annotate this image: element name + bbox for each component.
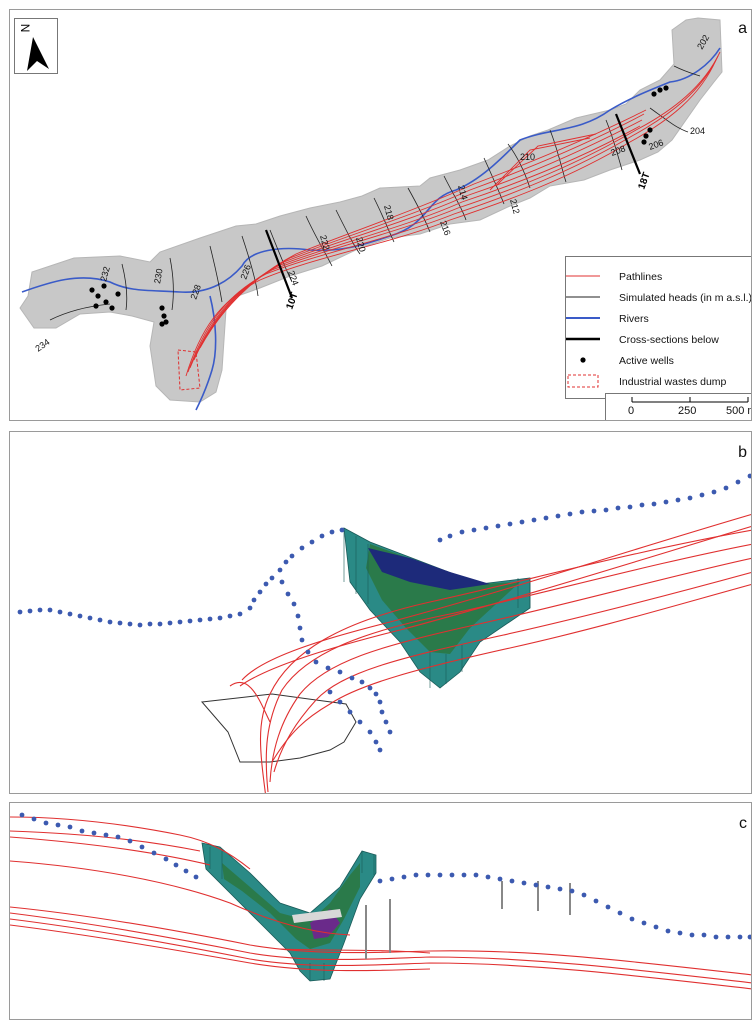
- panel-letter-c: c: [739, 815, 747, 832]
- scale-label-0: 0: [628, 405, 635, 417]
- river-swatch: [566, 317, 600, 319]
- svg-text:210: 210: [520, 152, 535, 162]
- head-labels: 202 204 206 208 210 212 214 216 218 220 …: [33, 33, 711, 354]
- map-canvas: 10T 18T 202 204 206 208 210 212 214 216 …: [19, 17, 723, 411]
- pathline-swatch: [566, 275, 600, 277]
- legend-heads: Simulated heads (in m a.s.l.): [566, 290, 751, 308]
- svg-text:216: 216: [438, 219, 453, 237]
- scale-label-500: 500 m: [726, 405, 751, 417]
- head-swatch: [566, 296, 600, 298]
- cross-section-block-18T: [201, 842, 377, 982]
- dump-swatch: [567, 374, 599, 388]
- north-arrow: N: [14, 18, 58, 74]
- 3d-view-panel-b: b: [9, 431, 752, 794]
- legend-pathlines: Pathlines: [566, 269, 751, 287]
- 3d-canvas-b: [17, 473, 751, 793]
- cross-section-block-10T: [343, 527, 531, 689]
- well-dots-3d-b: [17, 473, 751, 753]
- svg-text:228: 228: [188, 283, 203, 301]
- pathlines-3d-b: [229, 514, 751, 793]
- scale-label-250: 250: [678, 405, 697, 417]
- svg-text:208: 208: [609, 143, 627, 158]
- panel-letter-a: a: [738, 20, 747, 37]
- legend-wells: Active wells: [566, 353, 751, 371]
- section-label-10T: 10T: [284, 291, 300, 311]
- legend-dump: Industrial wastes dump: [566, 374, 751, 392]
- cross-sections: [264, 113, 642, 299]
- map-panel: 10T 18T 202 204 206 208 210 212 214 216 …: [9, 9, 752, 421]
- scale-bar: 0 250 500 m: [605, 393, 751, 420]
- north-arrow-icon: [27, 37, 49, 71]
- svg-text:222: 222: [318, 234, 332, 251]
- dump-outline-3d: [201, 693, 357, 763]
- model-domain: [19, 17, 723, 403]
- 3d-view-panel-c: c: [9, 802, 752, 1020]
- svg-text:234: 234: [33, 337, 51, 354]
- svg-text:226: 226: [238, 263, 253, 281]
- svg-text:224: 224: [286, 269, 301, 287]
- 3d-canvas-c: [10, 812, 751, 990]
- panel-letter-b: b: [738, 444, 747, 461]
- legend-sections: Cross-sections below: [566, 332, 751, 350]
- svg-text:204: 204: [690, 126, 705, 136]
- well-dots-3d-c: [19, 812, 751, 940]
- pathlines: [185, 51, 721, 377]
- well-swatch: [580, 357, 586, 363]
- svg-text:214: 214: [456, 184, 470, 201]
- head-contours: [49, 65, 701, 321]
- scale-bar-ticks: [631, 397, 749, 403]
- piezometers: [365, 881, 571, 959]
- industrial-dump-outline: [177, 349, 201, 391]
- svg-text:206: 206: [647, 137, 665, 152]
- section-swatch: [566, 337, 600, 341]
- svg-text:212: 212: [508, 198, 522, 215]
- map-legend: Pathlines Simulated heads (in m a.s.l.) …: [565, 256, 751, 399]
- svg-text:230: 230: [152, 268, 164, 285]
- svg-text:218: 218: [382, 204, 396, 221]
- legend-rivers: Rivers: [566, 311, 751, 329]
- pathlines-3d-c: [10, 816, 751, 990]
- svg-text:220: 220: [354, 236, 368, 253]
- svg-text:232: 232: [98, 265, 112, 282]
- active-wells: [89, 85, 669, 327]
